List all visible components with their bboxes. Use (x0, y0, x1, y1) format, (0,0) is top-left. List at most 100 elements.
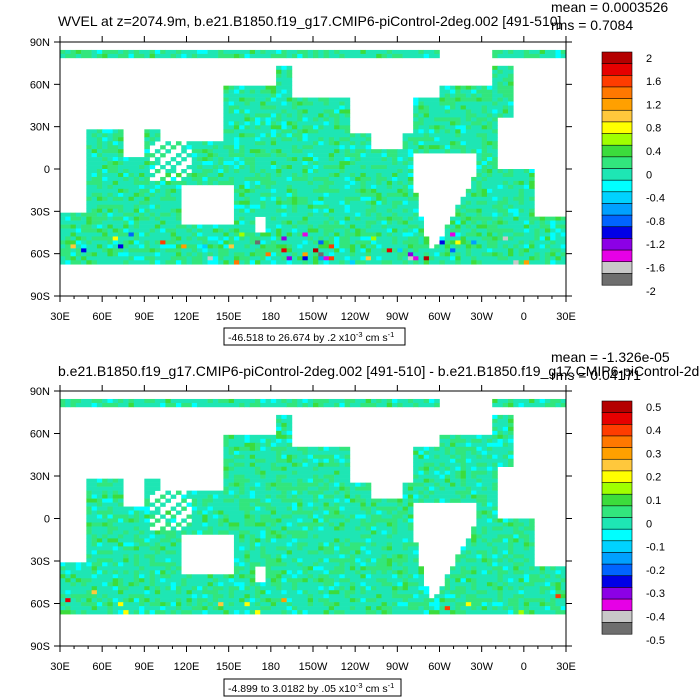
field-cell (376, 530, 382, 535)
field-cell (523, 192, 535, 198)
field-cell (255, 534, 261, 539)
field-cell (281, 426, 287, 432)
field-cell (444, 598, 456, 603)
field-cell (450, 434, 456, 440)
field-cell (233, 236, 240, 241)
field-cell (523, 526, 535, 531)
field-cell (307, 133, 351, 138)
field-cell (197, 53, 219, 59)
field-cell (460, 244, 467, 249)
field-cell (465, 252, 472, 257)
field-cell (149, 137, 156, 142)
field-cell (370, 176, 377, 182)
field-cell (123, 244, 129, 249)
field-cell (529, 244, 535, 249)
field-cell (154, 53, 171, 59)
field-cell (160, 494, 166, 499)
field-cell (397, 172, 409, 178)
field-cell (481, 145, 488, 150)
colorbar-swatch (601, 447, 633, 460)
field-cell (165, 192, 171, 198)
field-cell (281, 570, 287, 575)
field-cell (276, 422, 282, 428)
panel-2-mean: mean = -1.326e-05 (551, 349, 670, 365)
field-cell (428, 494, 461, 499)
field-cell (91, 149, 98, 154)
field-cell (81, 582, 87, 587)
field-cell (297, 546, 303, 551)
field-cell (170, 542, 177, 547)
field-cell (539, 574, 546, 579)
field-cell (218, 590, 229, 595)
field-cell (360, 228, 367, 233)
field-cell (244, 220, 251, 225)
field-cell (276, 486, 309, 491)
field-cell (165, 558, 171, 563)
field-cell (513, 228, 525, 233)
field-cell (550, 398, 562, 404)
field-cell (191, 248, 198, 253)
field-cell (492, 248, 509, 253)
field-cell (91, 402, 98, 408)
field-cell (302, 161, 309, 166)
field-cell (228, 486, 240, 491)
field-cell (434, 478, 446, 483)
field-cell (349, 200, 367, 206)
field-cell (434, 482, 440, 487)
field-cell (323, 180, 335, 186)
field-cell (186, 494, 208, 499)
field-cell (418, 466, 424, 471)
field-cell (81, 256, 87, 261)
field-cell (455, 446, 477, 452)
field-cell (508, 236, 514, 241)
field-cell (339, 137, 351, 142)
field-cell (160, 228, 166, 233)
field-cell (529, 606, 546, 611)
field-cell (133, 534, 140, 539)
field-cell (191, 602, 198, 607)
field-cell (502, 172, 514, 178)
field-cell (202, 252, 208, 257)
field-cell (276, 418, 282, 424)
field-cell (360, 586, 367, 591)
field-cell (334, 582, 340, 587)
field-cell (207, 582, 214, 587)
field-cell (492, 434, 498, 440)
field-cell (502, 113, 514, 118)
field-cell (481, 97, 493, 102)
field-cell (270, 172, 277, 178)
field-cell (555, 566, 566, 571)
field-cell (550, 232, 556, 237)
field-cell (218, 169, 224, 174)
field-cell (297, 208, 314, 213)
field-cell (392, 526, 398, 531)
field-cell (418, 586, 430, 591)
x-tick-label: 30E (50, 311, 70, 323)
field-cell (223, 602, 229, 607)
field-cell (70, 570, 92, 575)
field-cell (318, 141, 324, 146)
field-cell (560, 586, 566, 591)
field-cell (112, 514, 129, 519)
field-cell (318, 506, 324, 511)
field-cell (175, 534, 182, 539)
field-cell (339, 554, 345, 559)
y-tick-label: 90S (30, 291, 50, 303)
field-cell (486, 121, 493, 126)
field-cell (397, 149, 409, 154)
field-cell (497, 534, 514, 539)
field-cell (513, 204, 535, 209)
field-cell (392, 530, 398, 535)
field-cell (144, 133, 150, 138)
field-cell (481, 176, 488, 182)
field-cell (450, 228, 461, 233)
field-cell (444, 498, 451, 503)
field-cell (313, 454, 335, 460)
field-cell (102, 49, 119, 55)
field-cell (481, 606, 488, 611)
field-cell (450, 149, 461, 154)
field-cell (423, 482, 435, 487)
field-cell (270, 176, 287, 182)
field-cell (223, 438, 229, 444)
field-cell (523, 228, 530, 233)
